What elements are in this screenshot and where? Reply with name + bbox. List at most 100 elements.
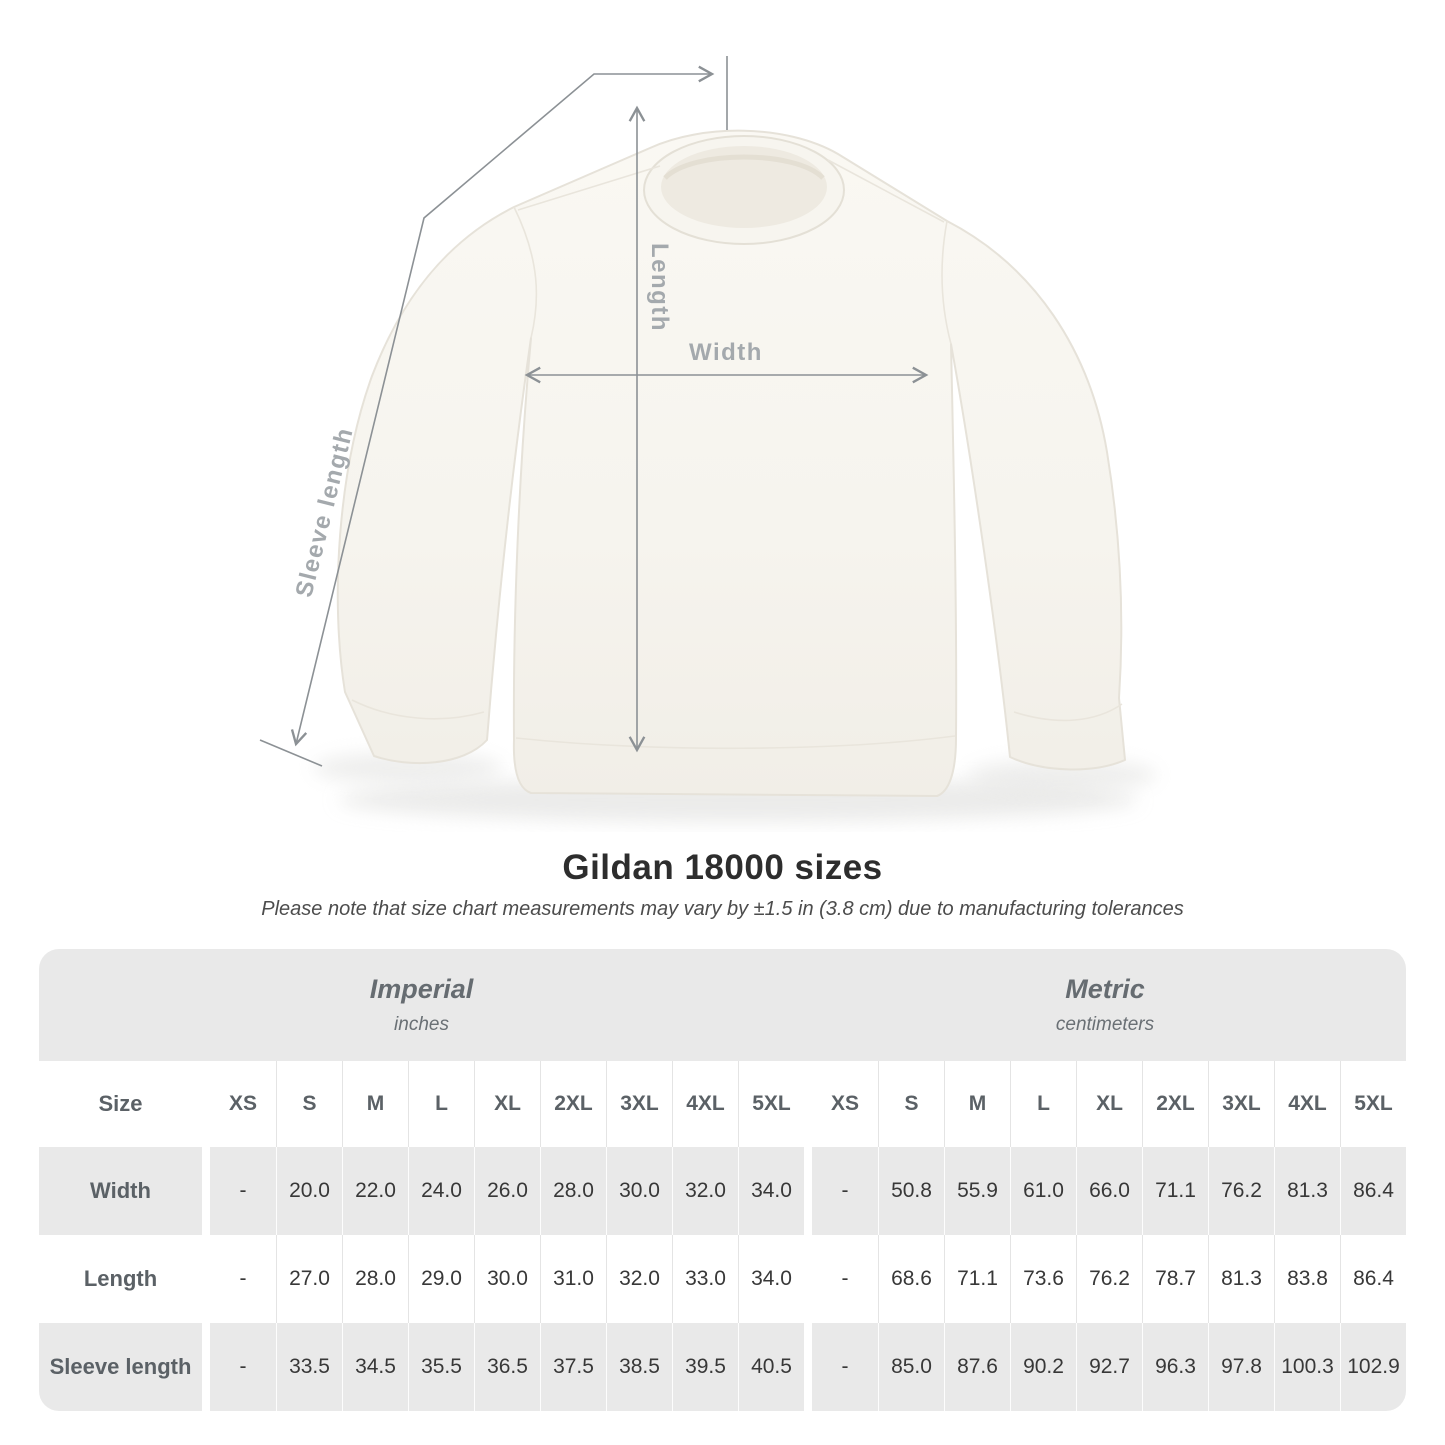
- value-cell: 39.5: [672, 1323, 738, 1411]
- value-cell: 76.2: [1208, 1147, 1274, 1235]
- value-cell: 76.2: [1076, 1235, 1142, 1323]
- value-cell: 102.9: [1340, 1323, 1406, 1411]
- value-cell: 86.4: [1340, 1147, 1406, 1235]
- column-gap: [804, 1235, 812, 1323]
- value-cell: 34.0: [738, 1147, 804, 1235]
- size-header-cell: XS: [830, 1092, 859, 1115]
- value-cell: -: [239, 1267, 247, 1290]
- value-cell: 81.3: [1274, 1147, 1340, 1235]
- metric-system-label: Metric: [1065, 974, 1145, 1004]
- value-cell: 83.8: [1274, 1235, 1340, 1323]
- sweatshirt-body: [336, 129, 1126, 797]
- row-label: Sleeve length: [39, 1323, 202, 1411]
- value-cell: 87.6: [944, 1323, 1010, 1411]
- value-cell: 29.0: [408, 1235, 474, 1323]
- column-gap: [202, 1147, 210, 1235]
- value-cell: 38.5: [606, 1323, 672, 1411]
- imperial-unit-label: inches: [394, 1014, 449, 1035]
- value-cell: 31.0: [540, 1235, 606, 1323]
- value-cell: 36.5: [474, 1323, 540, 1411]
- size-header-cell: 2XL: [540, 1061, 606, 1147]
- column-gap: [202, 1323, 210, 1411]
- value-cell: 34.5: [342, 1323, 408, 1411]
- value-cell: 68.6: [878, 1235, 944, 1323]
- size-header-cell: 4XL: [1274, 1061, 1340, 1147]
- value-cell: 24.0: [408, 1147, 474, 1235]
- table-row: Width -20.0 22.0 24.0 26.0 28.0 30.0 32.0 34.0-5…: [39, 1147, 1406, 1235]
- size-header-cell: M: [342, 1061, 408, 1147]
- value-cell: 50.8: [878, 1147, 944, 1235]
- size-header-cell: 5XL: [1340, 1061, 1406, 1147]
- size-header-cell: XL: [474, 1061, 540, 1147]
- value-cell: 30.0: [474, 1235, 540, 1323]
- size-header-cell: XL: [1076, 1061, 1142, 1147]
- size-header-cell: S: [878, 1061, 944, 1147]
- width-dimension-label: Width: [689, 339, 763, 366]
- value-cell: -: [841, 1267, 849, 1290]
- imperial-system-label: Imperial: [369, 974, 474, 1004]
- column-gap: [202, 1061, 210, 1147]
- value-cell: -: [210, 1147, 276, 1235]
- size-header-cell: S: [276, 1061, 342, 1147]
- page-title: Gildan 18000 sizes: [562, 848, 883, 887]
- sleeve-length-arrow: [290, 65, 715, 747]
- table-row: Sleeve length -33.5 34.5 35.5 36.5 37.5 38.5 39…: [39, 1323, 1406, 1411]
- metric-header: Metric centimeters: [804, 949, 1406, 1061]
- value-cell: 73.6: [1010, 1235, 1076, 1323]
- value-cell: 32.0: [606, 1235, 672, 1323]
- value-cell: 40.5: [738, 1323, 804, 1411]
- size-table-rows: Size XS S M L XL 2XL 3XL 4XL 5XL XS S M L XL 2XL 3XL 4XL 5…: [39, 1061, 1406, 1411]
- column-gap: [202, 1235, 210, 1323]
- value-cell: 37.5: [540, 1323, 606, 1411]
- value-cell: -: [210, 1323, 276, 1411]
- size-table: Imperial inches Metric centimeters Size X…: [39, 949, 1406, 1411]
- unit-header-band: Imperial inches Metric centimeters: [39, 949, 1406, 1061]
- size-column-header: Size: [98, 1091, 143, 1116]
- sleeve-length-end-tick: [259, 739, 323, 767]
- column-gap: [804, 1323, 812, 1411]
- value-cell: 26.0: [474, 1147, 540, 1235]
- value-cell: 66.0: [1076, 1147, 1142, 1235]
- value-cell: 32.0: [672, 1147, 738, 1235]
- value-cell: 97.8: [1208, 1323, 1274, 1411]
- size-header-row: Size XS S M L XL 2XL 3XL 4XL 5XL XS S M L XL 2XL 3XL 4XL 5…: [39, 1061, 1406, 1147]
- value-cell: 85.0: [878, 1323, 944, 1411]
- product-diagram: Length Width Sleeve length: [259, 56, 1157, 822]
- value-cell: 71.1: [1142, 1147, 1208, 1235]
- value-cell: 81.3: [1208, 1235, 1274, 1323]
- value-cell: 86.4: [1340, 1235, 1406, 1323]
- column-gap: [804, 1061, 812, 1147]
- size-header-cell: 3XL: [1208, 1061, 1274, 1147]
- value-cell: 30.0: [606, 1147, 672, 1235]
- value-cell: 61.0: [1010, 1147, 1076, 1235]
- value-cell: 78.7: [1142, 1235, 1208, 1323]
- value-cell: 55.9: [944, 1147, 1010, 1235]
- value-cell: -: [812, 1323, 878, 1411]
- size-header-cell: L: [408, 1061, 474, 1147]
- size-header-cell: 2XL: [1142, 1061, 1208, 1147]
- value-cell: 27.0: [276, 1235, 342, 1323]
- size-header-cell: 4XL: [672, 1061, 738, 1147]
- imperial-header: Imperial inches: [39, 949, 804, 1061]
- value-cell: -: [812, 1147, 878, 1235]
- value-cell: 92.7: [1076, 1323, 1142, 1411]
- value-cell: 33.0: [672, 1235, 738, 1323]
- value-cell: 96.3: [1142, 1323, 1208, 1411]
- size-header-cell: L: [1010, 1061, 1076, 1147]
- value-cell: 33.5: [276, 1323, 342, 1411]
- size-header-cell: M: [944, 1061, 1010, 1147]
- size-header-cell: 3XL: [606, 1061, 672, 1147]
- value-cell: 34.0: [738, 1235, 804, 1323]
- value-cell: 90.2: [1010, 1323, 1076, 1411]
- value-cell: 28.0: [540, 1147, 606, 1235]
- row-label: Width: [39, 1147, 202, 1235]
- value-cell: 28.0: [342, 1235, 408, 1323]
- column-gap: [804, 1147, 812, 1235]
- size-header-cell: XS: [228, 1092, 257, 1115]
- metric-unit-label: centimeters: [1055, 1014, 1155, 1035]
- value-cell: 22.0: [342, 1147, 408, 1235]
- value-cell: 71.1: [944, 1235, 1010, 1323]
- value-cell: 35.5: [408, 1323, 474, 1411]
- sweatshirt-image: Length Width Sleeve length: [259, 56, 1157, 822]
